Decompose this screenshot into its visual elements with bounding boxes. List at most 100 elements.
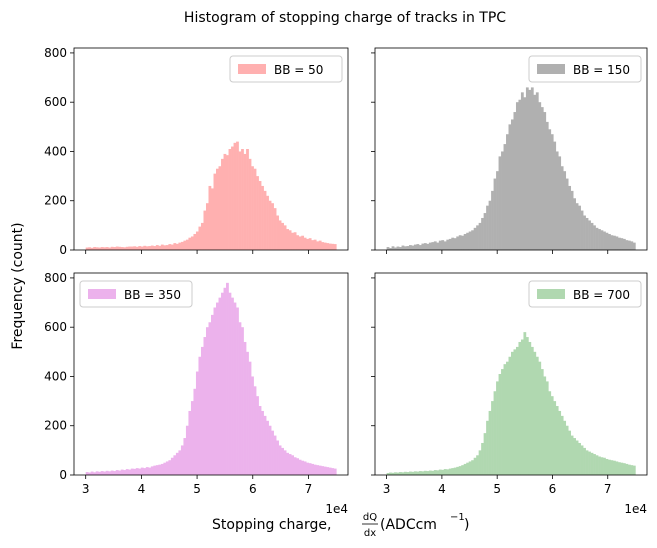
histogram-bar: [105, 470, 109, 475]
histogram-bar: [218, 166, 222, 250]
histogram-bar: [585, 217, 589, 250]
histogram-bar: [288, 454, 292, 475]
histogram-bar: [170, 244, 174, 250]
histogram-bar: [498, 374, 502, 475]
histogram-bar: [311, 463, 315, 475]
histogram-bar: [251, 376, 254, 475]
x-axis-label-frac-den: dx: [364, 528, 376, 539]
histogram-bar: [421, 471, 425, 475]
histogram-bar: [533, 94, 537, 251]
x-axis-label-prefix: Stopping charge,: [212, 517, 331, 533]
histogram-bar: [248, 158, 252, 250]
histogram-bar: [615, 461, 619, 475]
histogram-bar: [90, 471, 94, 475]
histogram-bar: [411, 245, 415, 250]
histogram-bar: [150, 245, 154, 250]
histogram-bar: [471, 460, 474, 475]
histogram-bar: [188, 237, 192, 250]
histogram-bar: [283, 450, 287, 475]
histogram-bar: [555, 151, 559, 250]
histogram-bar: [293, 232, 297, 250]
histogram-bar: [488, 200, 492, 250]
histogram-bar: [416, 244, 420, 250]
histogram-bar: [170, 457, 174, 475]
histogram-bar: [178, 242, 182, 250]
histogram-bar: [421, 243, 425, 250]
histogram-bar: [253, 386, 257, 475]
x-offset-text: 1e4: [624, 502, 647, 516]
histogram-bar: [545, 121, 549, 250]
legend-swatch: [537, 289, 565, 299]
histogram-bar: [150, 466, 154, 475]
histogram-bar: [511, 119, 514, 250]
histogram-bars: [386, 332, 636, 475]
histogram-bar: [120, 247, 124, 250]
histogram-bar: [218, 297, 222, 475]
histogram-bar: [185, 239, 189, 250]
histogram-bar: [583, 447, 586, 475]
histogram-bar: [399, 472, 402, 475]
histogram-bar: [625, 463, 629, 475]
panel-4: 3 4 5 6 7 1e4 BB = 700: [371, 272, 648, 516]
histogram-bar: [423, 243, 427, 250]
x-tick-label: 5: [193, 482, 201, 496]
histogram-bar: [545, 381, 549, 475]
histogram-bar: [271, 430, 274, 475]
histogram-bar: [93, 247, 97, 250]
histogram-bar: [458, 466, 462, 475]
histogram-bar: [603, 231, 606, 250]
histogram-bar: [468, 461, 472, 475]
histogram-bar: [168, 244, 172, 250]
histogram-bar: [221, 158, 224, 250]
histogram-bar: [632, 242, 636, 250]
histogram-bar: [291, 232, 295, 250]
histogram-bar: [570, 435, 574, 475]
histogram-bar: [258, 181, 262, 250]
histogram-bar: [243, 153, 247, 250]
x-tick-label: 4: [438, 482, 446, 496]
histogram-bar: [451, 237, 455, 250]
legend-box: [528, 55, 642, 83]
histogram-bar: [404, 246, 407, 250]
histogram-bar: [130, 246, 134, 250]
histogram-bar: [389, 248, 392, 250]
histogram-bar: [276, 215, 279, 250]
histogram-bar: [520, 339, 524, 475]
histogram-bar: [276, 440, 279, 475]
histogram-bar: [251, 166, 254, 250]
histogram-bar: [563, 171, 567, 250]
histogram-bar: [213, 307, 217, 475]
histogram-bar: [125, 469, 129, 475]
x-tick-label: 7: [604, 482, 612, 496]
histogram-bar: [258, 406, 262, 475]
histogram-bar: [155, 245, 159, 250]
histogram-bar: [246, 351, 249, 475]
histogram-bar: [528, 89, 532, 250]
histogram-bar: [603, 457, 606, 475]
histogram-bar: [433, 241, 437, 250]
histogram-bar: [173, 455, 177, 475]
legend-box: [229, 55, 343, 83]
histogram-bar: [318, 465, 322, 475]
histogram-bar: [568, 185, 572, 250]
histogram-bar: [268, 200, 272, 250]
histogram-bar: [548, 129, 552, 250]
histogram-bar: [409, 245, 412, 250]
histogram-bar: [241, 149, 244, 250]
histogram-bar: [190, 401, 194, 475]
histogram-bar: [213, 173, 217, 250]
histogram-bar: [471, 230, 474, 250]
histogram-bar: [600, 457, 604, 475]
x-tick-label: 6: [549, 482, 557, 496]
histogram-bar: [605, 458, 609, 475]
histogram-bar: [296, 458, 300, 475]
histogram-bar: [143, 245, 147, 250]
histogram-bar: [130, 468, 134, 475]
histogram-bar: [404, 471, 407, 475]
histogram-bar: [333, 468, 337, 475]
histogram-bar: [478, 450, 482, 475]
histogram-bar: [473, 227, 477, 250]
histogram-bar: [391, 246, 395, 250]
histogram-bar: [520, 92, 524, 250]
histogram-bars: [386, 87, 636, 251]
